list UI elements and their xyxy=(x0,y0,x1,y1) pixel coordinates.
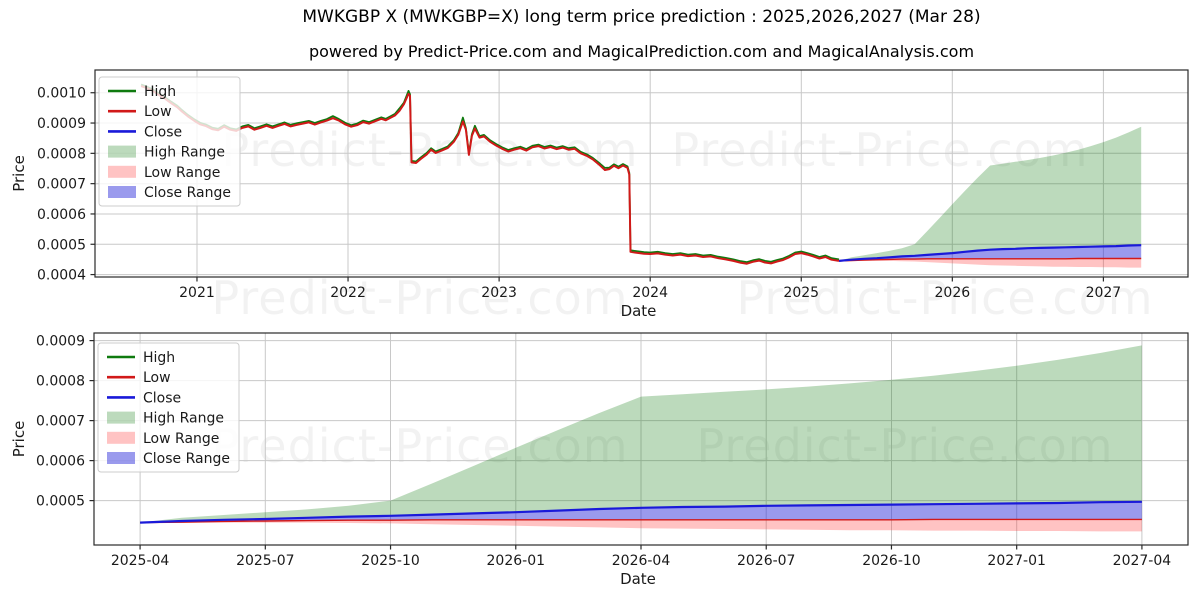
x-tick-label: 2027-04 xyxy=(1113,553,1172,569)
low-prediction-line xyxy=(140,518,1142,524)
watermark: Predict-Price.com xyxy=(211,419,629,473)
y-tick-label: 0.0008 xyxy=(37,146,86,162)
y-tick-label: 0.0009 xyxy=(36,334,85,350)
legend-label: High xyxy=(144,84,176,100)
legend-label: Close Range xyxy=(143,451,230,467)
legend-box xyxy=(97,342,240,473)
legend-label: Low Range xyxy=(144,165,220,181)
y-tick-label: 0.0006 xyxy=(37,207,86,223)
x-tick-label: 2025-07 xyxy=(236,553,295,569)
bottom-chart: 2025-04 2025-07 2025-10 2026-01 2026-04 2026-… xyxy=(10,332,1189,588)
y-tick-label: 0.0008 xyxy=(36,374,85,390)
legend: High Low Close High Range Low Range Close Ran… xyxy=(98,76,241,207)
legend-label: High Range xyxy=(143,411,224,427)
watermark: Predict-Price.com xyxy=(211,271,629,325)
legend-label: Low Range xyxy=(143,431,219,447)
y-tick-label: 0.0010 xyxy=(37,86,86,102)
x-tick-label: 2021 xyxy=(179,285,215,301)
x-tick-label: 2026-10 xyxy=(862,553,921,569)
x-tick-label: 2026 xyxy=(935,285,971,301)
x-axis-label: Date xyxy=(620,570,656,588)
x-tick-label: 2027-01 xyxy=(987,553,1046,569)
gridlines xyxy=(94,333,1188,545)
close-range-area xyxy=(140,501,1142,523)
legend-box xyxy=(98,76,241,207)
chart-subtitle: powered by Predict-Price.com and Magical… xyxy=(308,42,975,61)
plot-border xyxy=(94,69,1189,278)
legend: High Low Close High Range Low Range Close Ran… xyxy=(97,342,240,473)
x-tick-label: 2022 xyxy=(330,285,366,301)
top-chart: 2021 2022 2023 2024 2025 2026 2027 0.0004 0.0005… xyxy=(10,69,1189,320)
close-prediction-line xyxy=(838,244,1142,262)
x-tick-label: 2026-07 xyxy=(737,553,796,569)
legend-label: High xyxy=(143,350,175,366)
y-axis-label: Price xyxy=(10,421,28,458)
legend-label: Close xyxy=(144,124,182,140)
close-range-area xyxy=(839,245,1142,261)
y-tick-label: 0.0009 xyxy=(37,116,86,132)
x-tick-label: 2027 xyxy=(1086,285,1122,301)
x-tick-label: 2024 xyxy=(632,285,668,301)
x-tick-label: 2025 xyxy=(783,285,819,301)
x-axis-label: Date xyxy=(621,302,657,320)
y-tick-label: 0.0007 xyxy=(36,414,85,430)
legend-label: Low xyxy=(143,370,171,386)
legend-swatch-patch xyxy=(108,165,136,178)
y-axis-label: Price xyxy=(10,155,28,192)
low-prediction-line xyxy=(838,257,1142,262)
x-tick-label: 2026-01 xyxy=(487,553,546,569)
legend-swatch-patch xyxy=(107,431,135,444)
low-range-area xyxy=(839,258,1142,268)
low-range-area xyxy=(140,519,1142,532)
y-tick-label: 0.0004 xyxy=(37,268,86,284)
y-tick-label: 0.0007 xyxy=(37,177,86,193)
axis-ticks: 2021 2022 2023 2024 2025 2026 2027 0.0004 0.0005… xyxy=(37,86,1121,301)
y-tick-label: 0.0006 xyxy=(36,454,85,470)
watermark: Predict-Price.com xyxy=(671,123,1089,177)
watermark: Predict-Price.com xyxy=(736,271,1154,325)
axis-ticks: 2025-04 2025-07 2025-10 2026-01 2026-04 2026-… xyxy=(36,334,1171,569)
legend-label: Low xyxy=(144,104,172,120)
close-prediction-line xyxy=(140,500,1142,524)
x-tick-label: 2023 xyxy=(481,285,517,301)
chart-title: MWKGBP X (MWKGBP=X) long term price pred… xyxy=(302,7,981,27)
high-range-area xyxy=(140,345,1142,523)
y-tick-label: 0.0005 xyxy=(36,494,85,510)
y-tick-label: 0.0005 xyxy=(37,237,86,253)
x-tick-label: 2025-04 xyxy=(111,553,170,569)
high-history-line xyxy=(140,83,840,263)
high-range-area xyxy=(839,126,1142,261)
legend-swatch-patch xyxy=(108,145,136,158)
legend-swatch-patch xyxy=(107,452,135,464)
legend-label: Close Range xyxy=(144,185,231,201)
legend-swatch-patch xyxy=(108,186,136,198)
legend-label: Close xyxy=(143,390,181,406)
x-tick-label: 2025-10 xyxy=(361,553,420,569)
legend-swatch-patch xyxy=(107,411,135,424)
x-tick-label: 2026-04 xyxy=(612,553,671,569)
legend-label: High Range xyxy=(144,145,225,161)
low-history-line xyxy=(140,85,840,265)
